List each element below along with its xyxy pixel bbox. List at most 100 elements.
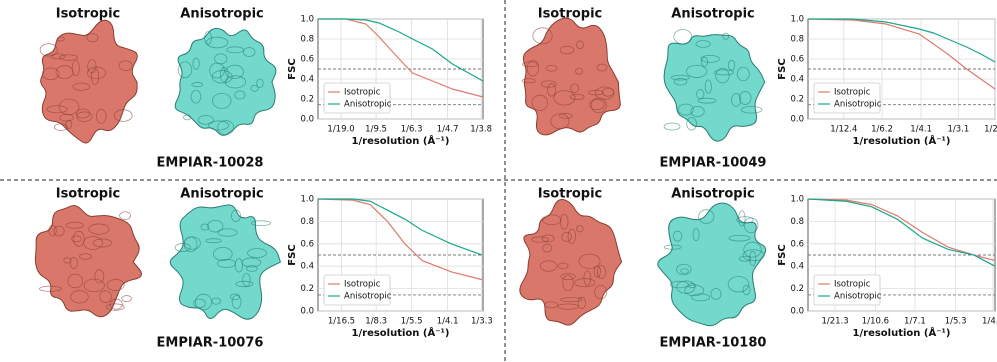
y-tick-label: 1.0 xyxy=(300,195,314,205)
fsc-line xyxy=(807,198,996,267)
y-tick-label: 0.6 xyxy=(790,55,804,65)
map-label: Anisotropic xyxy=(180,187,263,202)
y-tick-label: 0.2 xyxy=(300,284,314,294)
density-surface xyxy=(40,19,138,144)
x-tick-label: 1/12.4 xyxy=(830,125,857,135)
density-surface xyxy=(522,17,621,136)
density-detail xyxy=(79,253,92,260)
density-detail xyxy=(38,285,62,292)
y-axis-label: FSC xyxy=(287,58,298,79)
density-detail xyxy=(560,272,576,281)
density-detail xyxy=(70,290,89,304)
density-detail xyxy=(731,93,742,107)
x-tick-label: 1/4.3 xyxy=(982,317,997,327)
density-detail xyxy=(94,269,105,284)
density-detail xyxy=(669,280,689,289)
density-detail xyxy=(217,120,235,135)
y-tick-label: 0.2 xyxy=(300,95,314,105)
density-detail xyxy=(113,109,133,122)
density-detail xyxy=(691,293,711,302)
density-detail xyxy=(542,243,553,253)
x-tick-label: 1/3.8 xyxy=(470,125,492,135)
density-detail xyxy=(743,217,759,234)
density-detail xyxy=(234,258,244,273)
x-tick-label: 1/8.3 xyxy=(365,317,387,327)
y-tick-label: 0.6 xyxy=(300,55,314,65)
density-detail xyxy=(560,213,569,230)
density-detail xyxy=(710,288,722,300)
density-detail xyxy=(224,75,247,89)
legend-label: Isotropic xyxy=(344,88,381,98)
density-detail xyxy=(46,105,68,114)
density-detail xyxy=(234,90,246,100)
density-detail xyxy=(105,303,125,311)
density-detail xyxy=(672,230,683,242)
density-detail xyxy=(212,92,232,109)
density-detail xyxy=(208,120,230,131)
density-detail xyxy=(575,40,584,49)
density-detail xyxy=(183,114,192,121)
density-detail xyxy=(701,56,708,67)
density-detail xyxy=(743,241,762,258)
density-detail xyxy=(192,57,200,70)
legend-label: Anisotropic xyxy=(344,292,392,302)
density-detail xyxy=(521,78,536,84)
density-map xyxy=(657,202,767,327)
dataset-label: EMPIAR-10076 xyxy=(157,336,264,351)
density-detail xyxy=(547,83,557,97)
density-detail xyxy=(553,90,576,106)
dataset-label: EMPIAR-10028 xyxy=(157,156,264,171)
density-detail xyxy=(191,82,204,88)
density-detail xyxy=(50,53,65,60)
density-detail xyxy=(541,234,555,243)
density-detail xyxy=(246,265,258,272)
density-detail xyxy=(194,293,212,311)
density-detail xyxy=(225,64,244,79)
y-tick-label: 0.0 xyxy=(790,307,804,317)
density-detail xyxy=(576,225,584,233)
density-detail xyxy=(205,36,229,49)
density-surface xyxy=(519,199,623,326)
x-tick-label: 1/4.1 xyxy=(910,125,932,135)
density-detail xyxy=(583,270,592,286)
y-tick-label: 0.0 xyxy=(300,115,314,125)
x-tick-label: 1/19.0 xyxy=(327,125,354,135)
y-tick-label: 0.4 xyxy=(790,75,804,85)
y-tick-label: 0.0 xyxy=(790,115,804,125)
density-detail xyxy=(56,36,65,42)
x-tick-label: 1/4.1 xyxy=(437,317,459,327)
density-detail xyxy=(570,83,580,93)
density-detail xyxy=(531,94,548,112)
density-detail xyxy=(83,236,103,250)
density-surface xyxy=(34,204,142,318)
density-detail xyxy=(738,91,752,105)
legend-box xyxy=(813,274,881,306)
y-tick-label: 0.8 xyxy=(790,217,804,227)
x-tick-label: 1/7.1 xyxy=(904,317,926,327)
density-map xyxy=(169,204,282,320)
density-detail xyxy=(106,279,125,291)
density-detail xyxy=(557,262,569,270)
density-detail xyxy=(69,256,78,269)
density-detail xyxy=(728,234,751,242)
density-detail xyxy=(526,59,540,77)
density-detail xyxy=(695,40,711,48)
density-detail xyxy=(569,94,585,100)
density-detail xyxy=(740,106,763,114)
density-map xyxy=(521,17,621,136)
density-detail xyxy=(95,108,107,124)
density-detail xyxy=(545,64,558,72)
density-detail xyxy=(226,46,244,54)
x-axis-label: 1/resolution (Å⁻¹) xyxy=(352,326,450,339)
density-detail xyxy=(677,103,694,116)
density-detail xyxy=(250,220,271,227)
density-detail xyxy=(174,243,191,252)
density-detail xyxy=(177,61,193,79)
density-detail xyxy=(48,224,57,237)
density-detail xyxy=(109,298,123,310)
density-detail xyxy=(589,99,605,111)
y-tick-label: 0.8 xyxy=(790,35,804,45)
density-detail xyxy=(550,113,570,130)
density-detail xyxy=(63,257,72,264)
density-detail xyxy=(522,61,539,68)
